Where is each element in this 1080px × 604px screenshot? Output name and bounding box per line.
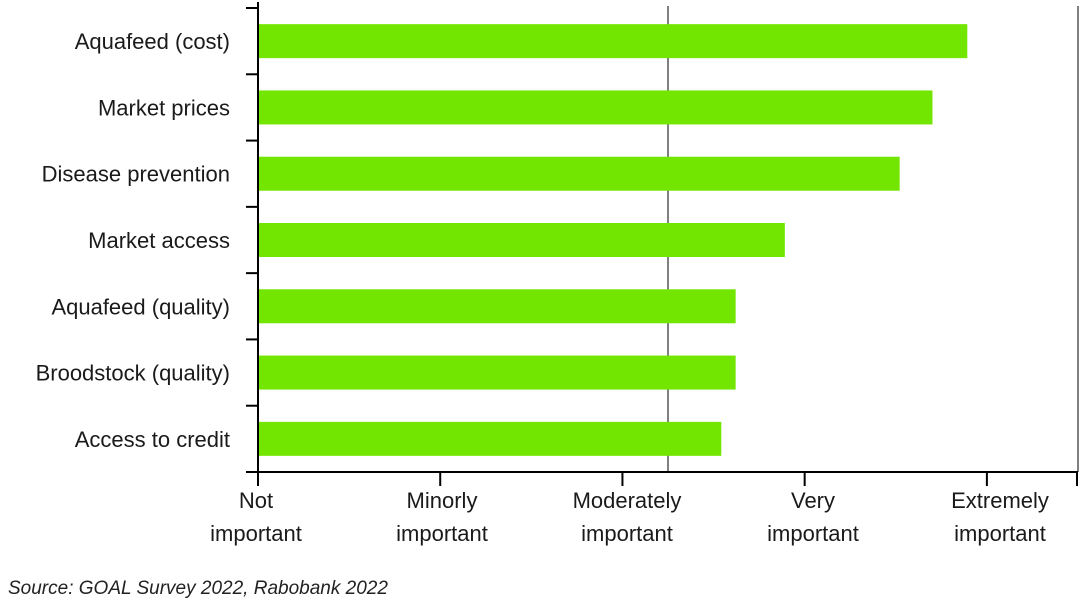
- category-label-5: Broodstock (quality): [36, 361, 230, 386]
- category-label-1: Market prices: [98, 95, 230, 120]
- bar-4: [258, 289, 736, 324]
- tick-labels: Not important Minorly important Moderately im…: [210, 488, 1049, 546]
- category-label-0: Aquafeed (cost): [75, 29, 230, 54]
- category-label-3: Market access: [88, 228, 230, 253]
- source-note: Source: GOAL Survey 2022, Rabobank 2022: [8, 578, 388, 599]
- chart: Aquafeed (cost) Market prices Disease prev…: [36, 2, 1079, 546]
- bar-6: [258, 421, 722, 456]
- bar-3: [258, 223, 785, 257]
- bar-2: [258, 156, 900, 191]
- x-tick-label-0: Not important: [210, 488, 302, 546]
- bar-5: [258, 355, 736, 390]
- axes: [246, 2, 1078, 486]
- bar-0: [258, 24, 968, 59]
- bar-1: [258, 90, 933, 125]
- x-tick-label-3: Very important: [767, 488, 859, 546]
- category-label-6: Access to credit: [75, 427, 230, 452]
- bars: [258, 24, 968, 456]
- x-tick-label-2: Moderately important: [573, 488, 682, 546]
- category-labels: Aquafeed (cost) Market prices Disease prev…: [36, 29, 230, 452]
- category-label-2: Disease prevention: [42, 162, 230, 187]
- category-label-4: Aquafeed (quality): [51, 294, 230, 319]
- x-tick-label-1: Minorly important: [396, 488, 488, 546]
- x-tick-label-4: Extremely important: [951, 488, 1049, 546]
